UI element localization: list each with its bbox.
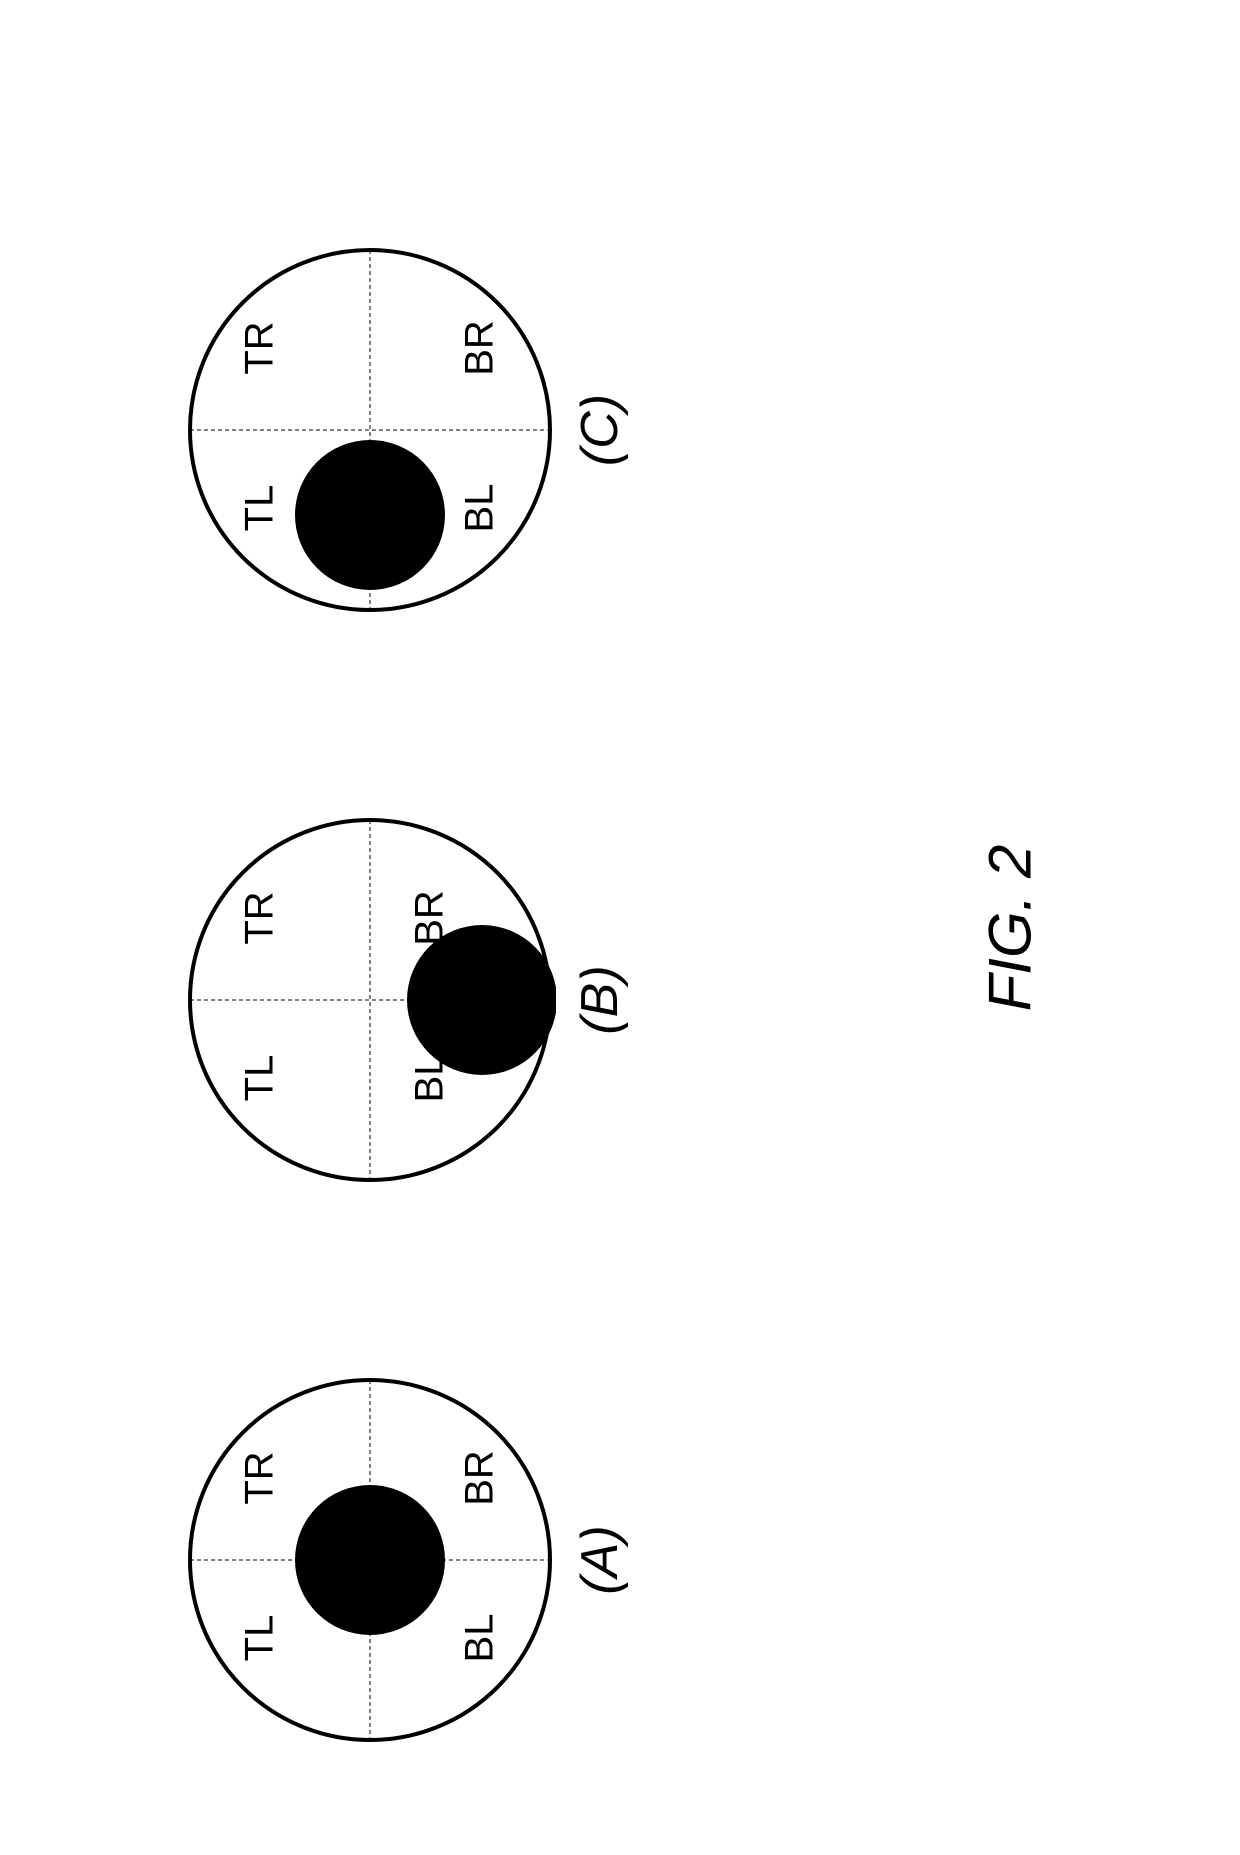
- panel-c-tr-label: TR: [238, 321, 283, 374]
- panel-c-dot: [295, 440, 445, 590]
- panel-a-label: (A): [570, 1525, 630, 1594]
- panel-b-tl-label: TL: [238, 1055, 283, 1102]
- panel-b-label: (B): [570, 965, 630, 1034]
- panel-a-dot: [295, 1485, 445, 1635]
- panel-b-br-label: BR: [408, 890, 453, 946]
- panel-c-svg: [184, 244, 556, 616]
- panel-a-tr-label: TR: [238, 1451, 283, 1504]
- panel-b-svg: [184, 814, 556, 1186]
- panel-a-br-label: BR: [458, 1450, 503, 1506]
- panel-c-br-label: BR: [458, 320, 503, 376]
- panel-b-tr-label: TR: [238, 891, 283, 944]
- panel-c-label: (C): [570, 394, 630, 466]
- panel-b-dot: [407, 925, 556, 1075]
- panel-a-tl-label: TL: [238, 1615, 283, 1662]
- panel-c-tl-label: TL: [238, 485, 283, 532]
- panel-a-svg: [184, 1374, 556, 1746]
- panel-b-bl-label: BL: [408, 1054, 453, 1103]
- figure-caption: FIG. 2: [976, 845, 1045, 1012]
- panel-c-bl-label: BL: [458, 484, 503, 533]
- panel-a-bl-label: BL: [458, 1614, 503, 1663]
